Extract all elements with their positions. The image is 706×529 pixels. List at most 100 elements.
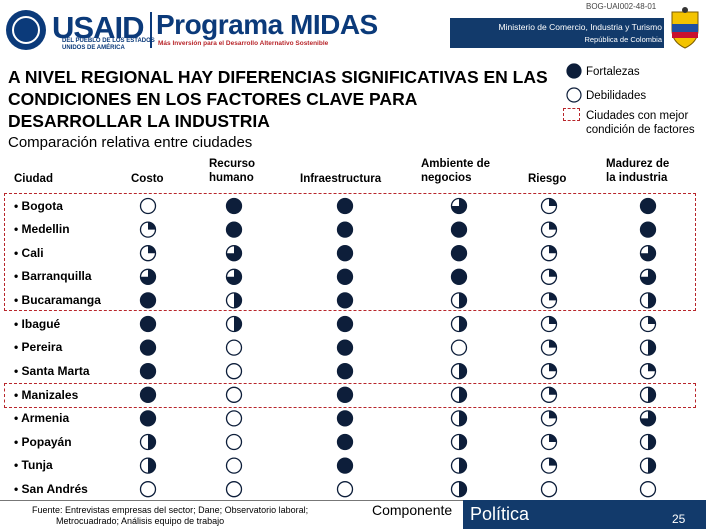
harvey-ball-icon [639, 363, 657, 380]
ministry-strip [450, 18, 664, 48]
harvey-ball-icon [336, 457, 354, 474]
slide-subtitle: Comparación relativa entre ciudades [8, 134, 253, 151]
table-row-label: • Armenia [14, 411, 70, 425]
city-name: Armenia [21, 411, 70, 425]
harvey-ball-icon [225, 339, 243, 356]
harvey-ball-icon [225, 363, 243, 380]
harvey-ball-icon [139, 433, 157, 451]
column-header-costo: Costo [131, 173, 164, 185]
highlight-legend-box [563, 108, 580, 121]
colombia-coat-of-arms-icon [671, 7, 699, 49]
harvey-ball-icon [639, 315, 657, 333]
column-header-recurso-2: humano [209, 172, 254, 184]
harvey-ball-icon [336, 481, 354, 498]
harvey-ball-icon [139, 410, 157, 427]
harvey-ball-icon [225, 457, 243, 474]
footer-divider [0, 500, 706, 501]
document-code: BOG-UAI002-48-01 [586, 2, 657, 11]
table-row-label: • Bogota [14, 199, 63, 213]
table-row-label: • Cali [14, 246, 44, 260]
program-tagline: Más Inversión para el Desarrollo Alterna… [158, 40, 329, 47]
table-row-label: • Ibagué [14, 317, 61, 331]
city-name: Barranquilla [21, 269, 92, 283]
harvey-ball-icon [450, 433, 468, 451]
harvey-ball-icon [639, 457, 657, 474]
highlight-box-top-cities [4, 193, 696, 311]
city-name: Manizales [21, 388, 79, 402]
politica-box [463, 500, 706, 529]
column-header-madurez-1: Madurez de [606, 158, 670, 170]
harvey-ball-icon [450, 457, 468, 474]
table-row-label: • San Andrés [14, 482, 88, 496]
politica-label: Política [470, 504, 530, 524]
usaid-subtitle-2: UNIDOS DE AMÉRICA [62, 45, 125, 51]
table-row-label: • Santa Marta [14, 364, 90, 378]
componente-label: Componente [372, 502, 453, 518]
harvey-ball-icon [639, 481, 657, 498]
harvey-ball-icon [225, 481, 243, 498]
debilidades-legend-icon [566, 87, 582, 103]
harvey-ball-icon [450, 339, 468, 356]
usaid-logo-text: USAID [52, 10, 144, 45]
column-header-recurso-1: Recurso [209, 158, 256, 170]
legend-debilidades: Debilidades [586, 90, 647, 102]
column-header-ambiente-1: Ambiente de [421, 158, 491, 170]
harvey-ball-icon [540, 410, 558, 427]
harvey-ball-icon [225, 433, 243, 451]
column-header-ciudad: Ciudad [14, 173, 53, 185]
harvey-ball-icon [540, 433, 558, 451]
slide-title: A NIVEL REGIONAL HAY DIFERENCIAS SIGNIFI… [8, 67, 548, 131]
harvey-ball-icon [639, 410, 657, 427]
column-header-madurez-2: la industria [606, 172, 668, 184]
fortalezas-legend-icon [566, 63, 582, 79]
harvey-ball-icon [450, 481, 468, 498]
table-row-label: • Pereira [14, 340, 63, 354]
harvey-ball-icon [540, 363, 558, 380]
city-name: Bogota [21, 199, 63, 213]
table-row-label: • Manizales [14, 388, 79, 402]
source-note: Fuente: Entrevistas empresas del sector;… [32, 505, 308, 527]
harvey-ball-icon [336, 433, 354, 451]
source-line-1: Fuente: Entrevistas empresas del sector;… [32, 505, 309, 515]
program-name: Programa MIDAS [156, 9, 378, 40]
logo-divider [150, 12, 152, 48]
harvey-ball-icon [450, 410, 468, 427]
harvey-ball-icon [450, 315, 468, 333]
harvey-ball-icon [540, 315, 558, 333]
harvey-ball-icon [225, 315, 243, 333]
harvey-ball-icon [540, 339, 558, 356]
harvey-ball-icon [225, 410, 243, 427]
republic-name: República de Colombia [584, 35, 662, 44]
city-name: Medellin [21, 222, 70, 236]
harvey-ball-icon [540, 481, 558, 498]
harvey-ball-icon [540, 457, 558, 474]
harvey-ball-icon [336, 363, 354, 380]
city-name: Tunja [21, 458, 53, 472]
highlight-box-manizales [4, 383, 696, 408]
city-name: Cali [21, 246, 44, 260]
city-name: Ibagué [21, 317, 61, 331]
harvey-ball-icon [139, 481, 157, 498]
city-name: Pereira [21, 340, 63, 354]
harvey-ball-icon [336, 339, 354, 356]
city-name: Popayán [21, 435, 72, 449]
harvey-ball-icon [639, 339, 657, 356]
legend-ciudades-line1: Ciudades con mejor [586, 110, 689, 122]
city-name: San Andrés [21, 482, 88, 496]
harvey-ball-icon [139, 363, 157, 380]
usaid-subtitle-1: DEL PUEBLO DE LOS ESTADOS [62, 38, 155, 44]
harvey-ball-icon [336, 410, 354, 427]
usaid-seal-icon [6, 10, 46, 50]
harvey-ball-icon [450, 363, 468, 380]
harvey-ball-icon [336, 315, 354, 333]
table-row-label: • Medellin [14, 222, 70, 236]
city-name: Bucaramanga [21, 293, 101, 307]
table-row-label: • Bucaramanga [14, 293, 101, 307]
ministry-name: Ministerio de Comercio, Industria y Turi… [498, 22, 662, 32]
column-header-riesgo: Riesgo [528, 173, 567, 185]
legend-fortalezas: Fortalezas [586, 66, 640, 78]
page-number: 25 [672, 512, 686, 526]
table-row-label: • Popayán [14, 435, 72, 449]
table-row-label: • Barranquilla [14, 269, 92, 283]
harvey-ball-icon [139, 457, 157, 474]
